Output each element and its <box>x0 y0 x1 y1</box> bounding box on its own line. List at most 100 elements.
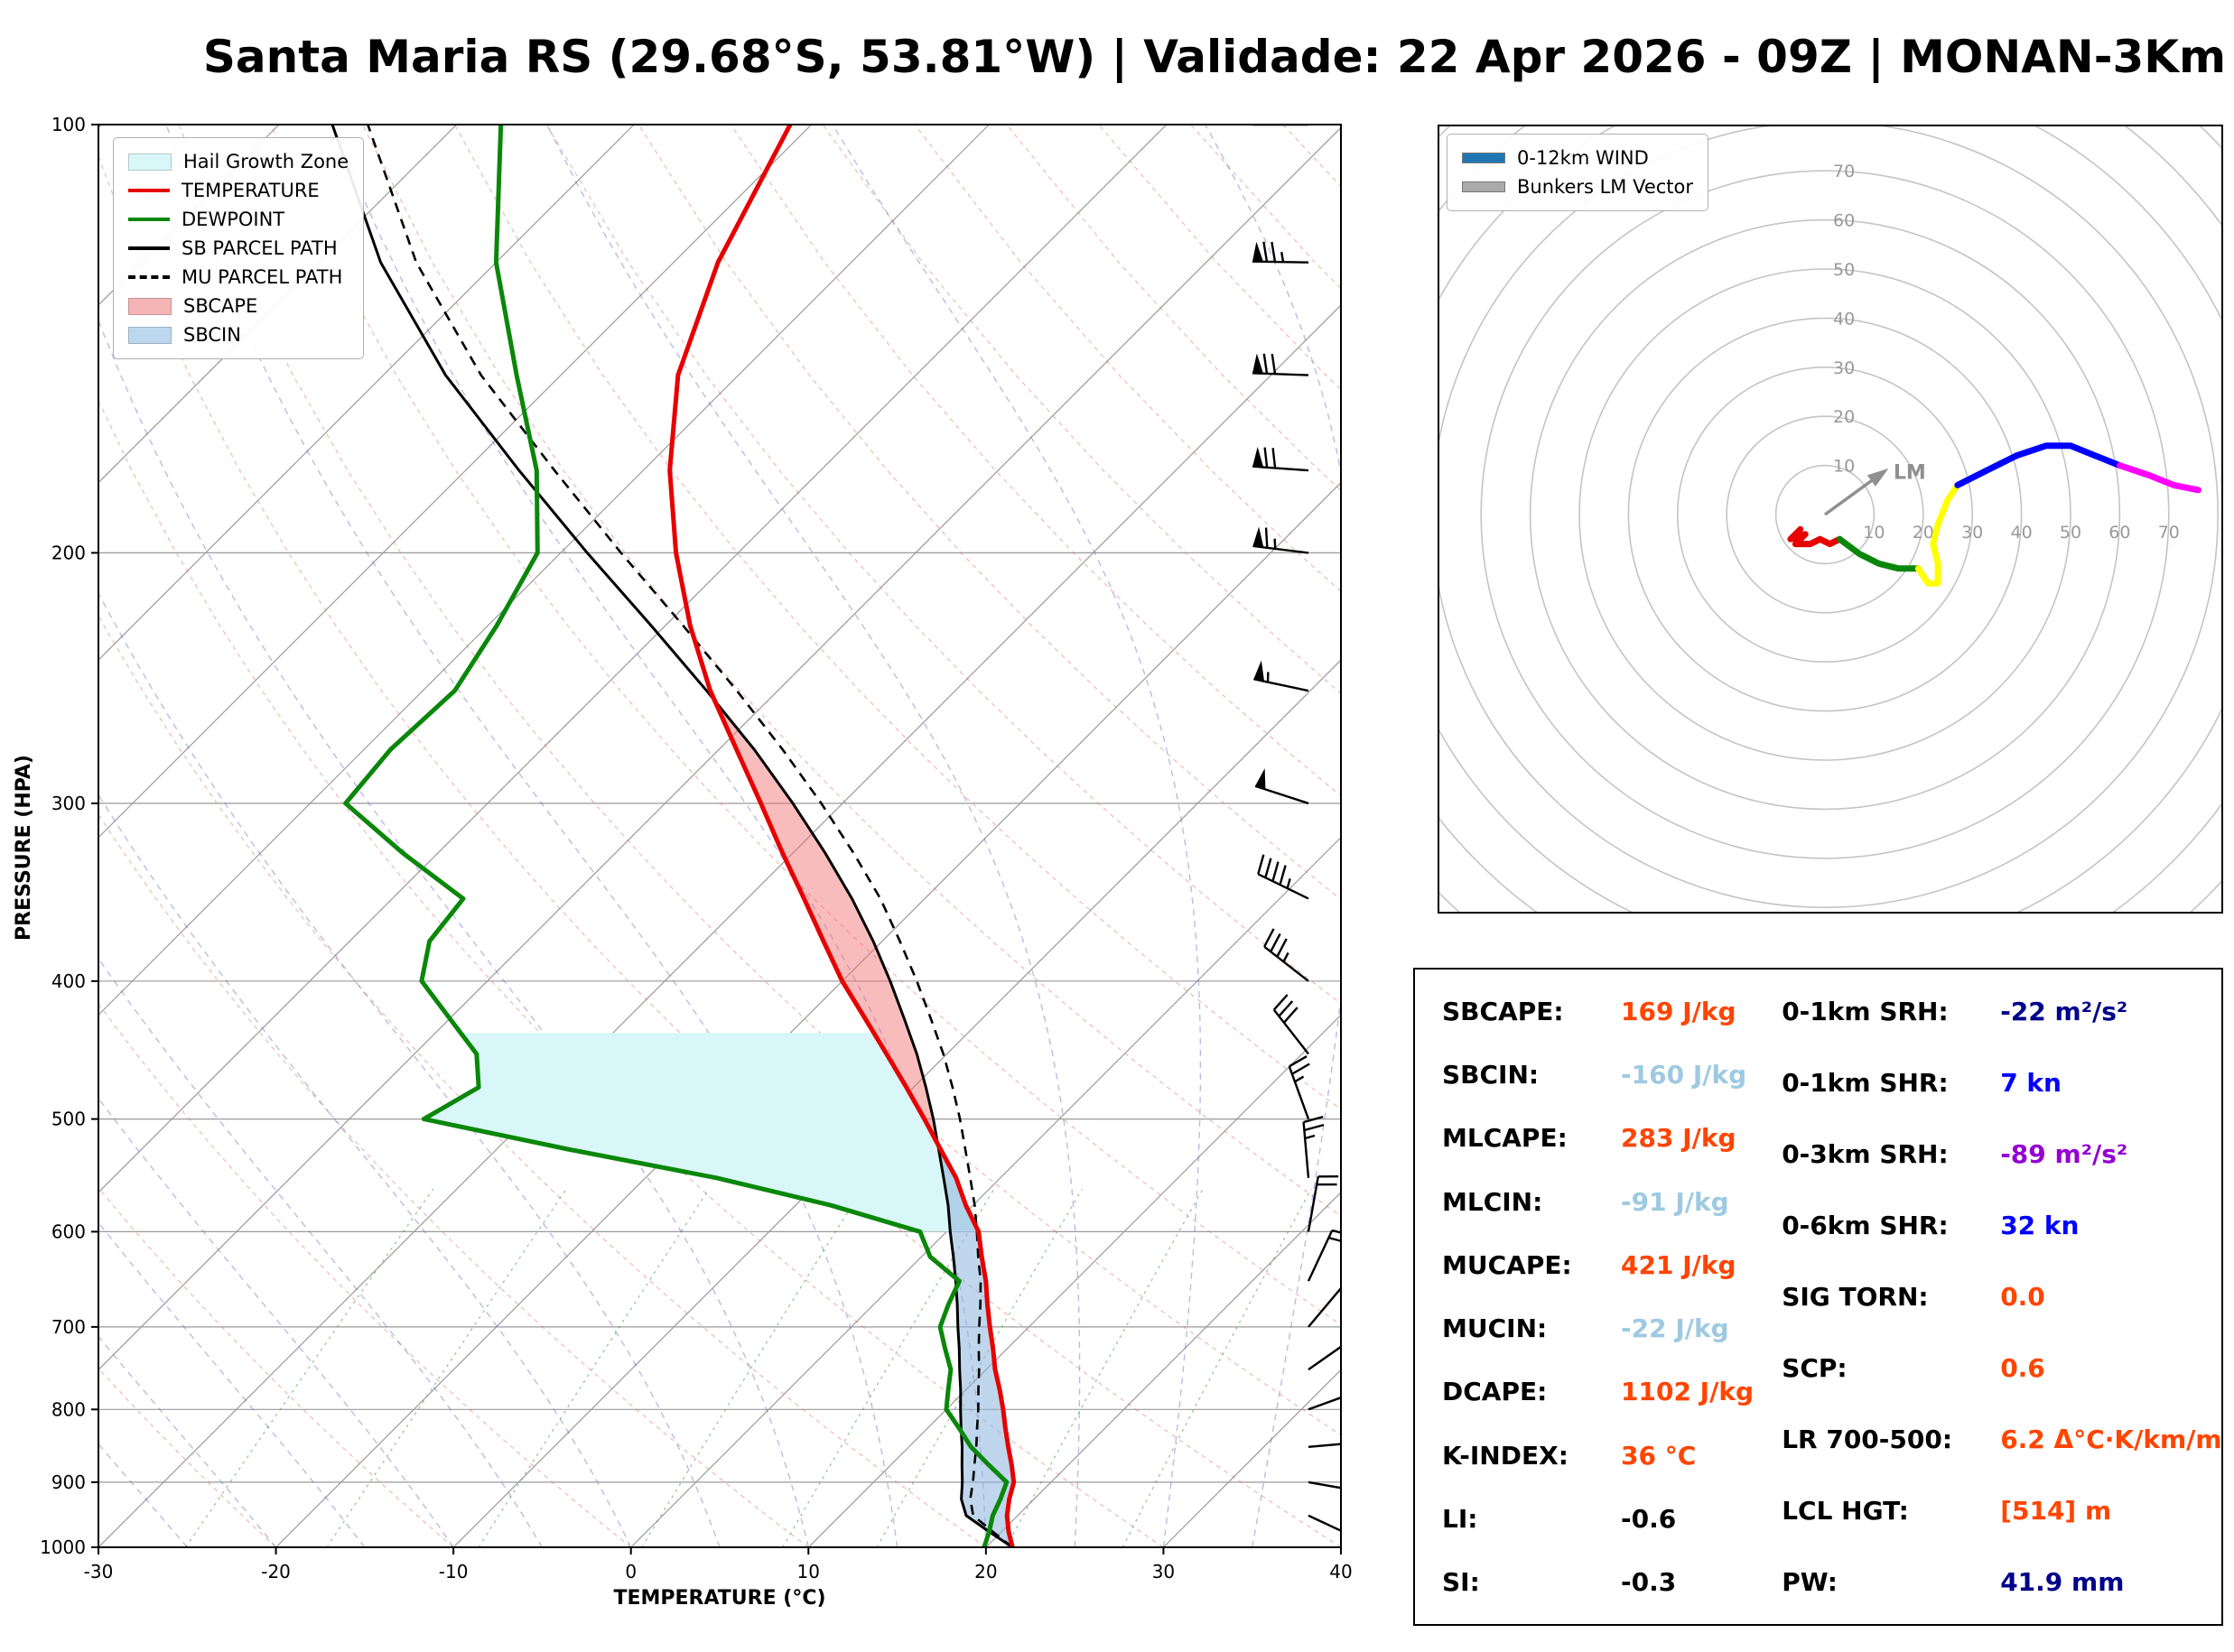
stats-panel: SBCAPE: 169 J/kg SBCIN: -160 J/kg MLCAPE: 283… <box>1413 968 2223 1626</box>
legend-item: Bunkers LM Vector <box>1462 172 1693 201</box>
stat-row: K-INDEX: 36 °C <box>1442 1441 1782 1471</box>
ring-label: 30 <box>1833 358 1855 378</box>
stat-label: SI: <box>1442 1566 1480 1597</box>
temperature-tick-label: 20 <box>974 1561 997 1582</box>
temperature-tick-label: 10 <box>797 1561 820 1582</box>
temperature-tick-label: -10 <box>439 1561 469 1582</box>
ring-label: 50 <box>2060 523 2081 543</box>
pressure-tick-label: 100 <box>51 114 86 135</box>
pressure-tick-label: 400 <box>51 970 86 992</box>
pressure-tick-label: 200 <box>51 542 86 563</box>
temperature-tick-label: 40 <box>1329 1561 1352 1582</box>
ring-label: 60 <box>1833 211 1855 231</box>
skewt-background <box>98 125 1341 1547</box>
stat-row: MUCAPE: 421 J/kg <box>1442 1250 1782 1280</box>
ring-label: 50 <box>1833 260 1855 280</box>
stat-row: LR 700-500: 6.2 Δ°C·K/km/m <box>1782 1425 2221 1454</box>
legend-label: Bunkers LM Vector <box>1517 175 1694 198</box>
stat-row: SBCIN: -160 J/kg <box>1442 1060 1782 1090</box>
stat-row: 0-6km SHR: 32 kn <box>1782 1211 2214 1240</box>
stat-row: DCAPE: 1102 J/kg <box>1442 1377 1782 1406</box>
temperature-tick-label: -20 <box>261 1561 291 1582</box>
temperature-tick-label: 30 <box>1152 1561 1175 1582</box>
sbcin-fill <box>934 1137 1014 1547</box>
ring-label: 10 <box>1833 457 1855 477</box>
hodograph-trace-segment <box>1836 535 1922 572</box>
pressure-tick-label: 500 <box>51 1109 86 1130</box>
ring-label: 40 <box>1833 309 1855 329</box>
stat-value: 0.0 <box>2000 1282 2045 1312</box>
hodograph-trace-segment <box>1787 525 1843 548</box>
stat-label: LI: <box>1442 1503 1478 1534</box>
stat-value: 283 J/kg <box>1621 1123 1736 1154</box>
stat-label: 0-1km SRH: <box>1782 997 1949 1026</box>
dewpoint-curve <box>343 125 1010 1547</box>
legend-item: SBCIN <box>128 320 349 349</box>
stat-value: 7 kn <box>2000 1068 2062 1098</box>
stat-label: LR 700-500: <box>1782 1425 1953 1454</box>
stat-label: MUCAPE: <box>1442 1249 1572 1280</box>
stat-label: SBCIN: <box>1442 1060 1540 1091</box>
ring-label: 70 <box>1833 162 1855 181</box>
stat-label: 0-6km SHR: <box>1782 1211 1949 1240</box>
ring-label: 20 <box>1913 523 1934 543</box>
legend-swatch <box>1462 181 1505 192</box>
temperature-tick-label: 0 <box>625 1561 637 1582</box>
stat-label: SIG TORN: <box>1782 1282 1929 1312</box>
temperature-curve <box>667 125 1017 1547</box>
stat-value: 421 J/kg <box>1621 1249 1736 1280</box>
ring-label: 30 <box>1961 523 1983 543</box>
pressure-tick-label: 800 <box>51 1398 86 1420</box>
stat-value: -22 m²/s² <box>2000 997 2128 1026</box>
pressure-tick-label: 1000 <box>40 1536 86 1558</box>
legend-label: MU PARCEL PATH <box>182 265 343 288</box>
stat-label: MLCIN: <box>1442 1186 1543 1217</box>
hail-growth-zone-fill <box>424 1033 979 1232</box>
stat-value: 6.2 Δ°C·K/km/m <box>2000 1425 2222 1454</box>
legend-label: SBCIN <box>183 323 241 346</box>
stat-label: 0-3km SRH: <box>1782 1139 1949 1169</box>
stat-row: SIG TORN: 0.0 <box>1782 1282 2214 1312</box>
legend-swatch <box>128 275 170 279</box>
hodograph-trace-segment <box>1914 481 1961 587</box>
stat-label: DCAPE: <box>1442 1377 1548 1407</box>
stat-value: 41.9 mm <box>2000 1567 2125 1597</box>
legend-label: DEWPOINT <box>182 208 285 230</box>
legend-label: SBCAPE <box>183 294 258 317</box>
stat-row: MLCAPE: 283 J/kg <box>1442 1123 1782 1153</box>
legend-label: TEMPERATURE <box>182 179 320 201</box>
legend-swatch <box>128 326 172 344</box>
legend-item: SB PARCEL PATH <box>128 234 349 263</box>
stat-value: -160 J/kg <box>1621 1060 1747 1091</box>
stat-row: LCL HGT: [514] m <box>1782 1496 2214 1526</box>
stat-row: MLCIN: -91 J/kg <box>1442 1187 1782 1217</box>
temperature-tick-label: -30 <box>84 1561 114 1582</box>
hodograph-grid: 10 10 20 20 30 30 40 40 50 50 60 60 70 70 LM <box>1438 125 2222 913</box>
legend-swatch <box>128 246 170 250</box>
sbcape-fill <box>712 698 936 1137</box>
sb-parcel-path <box>330 125 1014 1547</box>
legend-label: 0-12km WIND <box>1517 146 1649 169</box>
hodograph-trace-segment <box>1954 442 2123 488</box>
stat-label: K-INDEX: <box>1442 1440 1568 1471</box>
ring-label: 40 <box>2011 523 2033 543</box>
stat-value: -89 m²/s² <box>2000 1139 2128 1169</box>
stat-row: LI: -0.6 <box>1442 1504 1782 1534</box>
stat-label: SCP: <box>1782 1353 1848 1383</box>
legend-swatch <box>1462 153 1505 163</box>
figure-title: Santa Maria RS (29.68°S, 53.81°W) | Vali… <box>202 31 2227 83</box>
ring-label: 70 <box>2158 523 2180 543</box>
lm-label: LM <box>1894 461 1926 484</box>
hodograph: 10 10 20 20 30 30 40 40 50 50 60 60 70 70 LM <box>1438 125 2223 914</box>
stat-value: -22 J/kg <box>1621 1313 1729 1344</box>
hodograph-trace-segment <box>2116 462 2201 494</box>
legend-swatch <box>128 153 172 171</box>
stat-value: -91 J/kg <box>1621 1186 1729 1217</box>
stat-label: MLCAPE: <box>1442 1123 1568 1154</box>
skewt-frame <box>98 124 1342 1548</box>
sounding-curves <box>330 125 1017 1547</box>
stat-label: MUCIN: <box>1442 1313 1548 1344</box>
stats-column-left: SBCAPE: 169 J/kg SBCIN: -160 J/kg MLCAPE: 283… <box>1442 997 1782 1597</box>
stat-row: PW: 41.9 mm <box>1782 1567 2214 1597</box>
